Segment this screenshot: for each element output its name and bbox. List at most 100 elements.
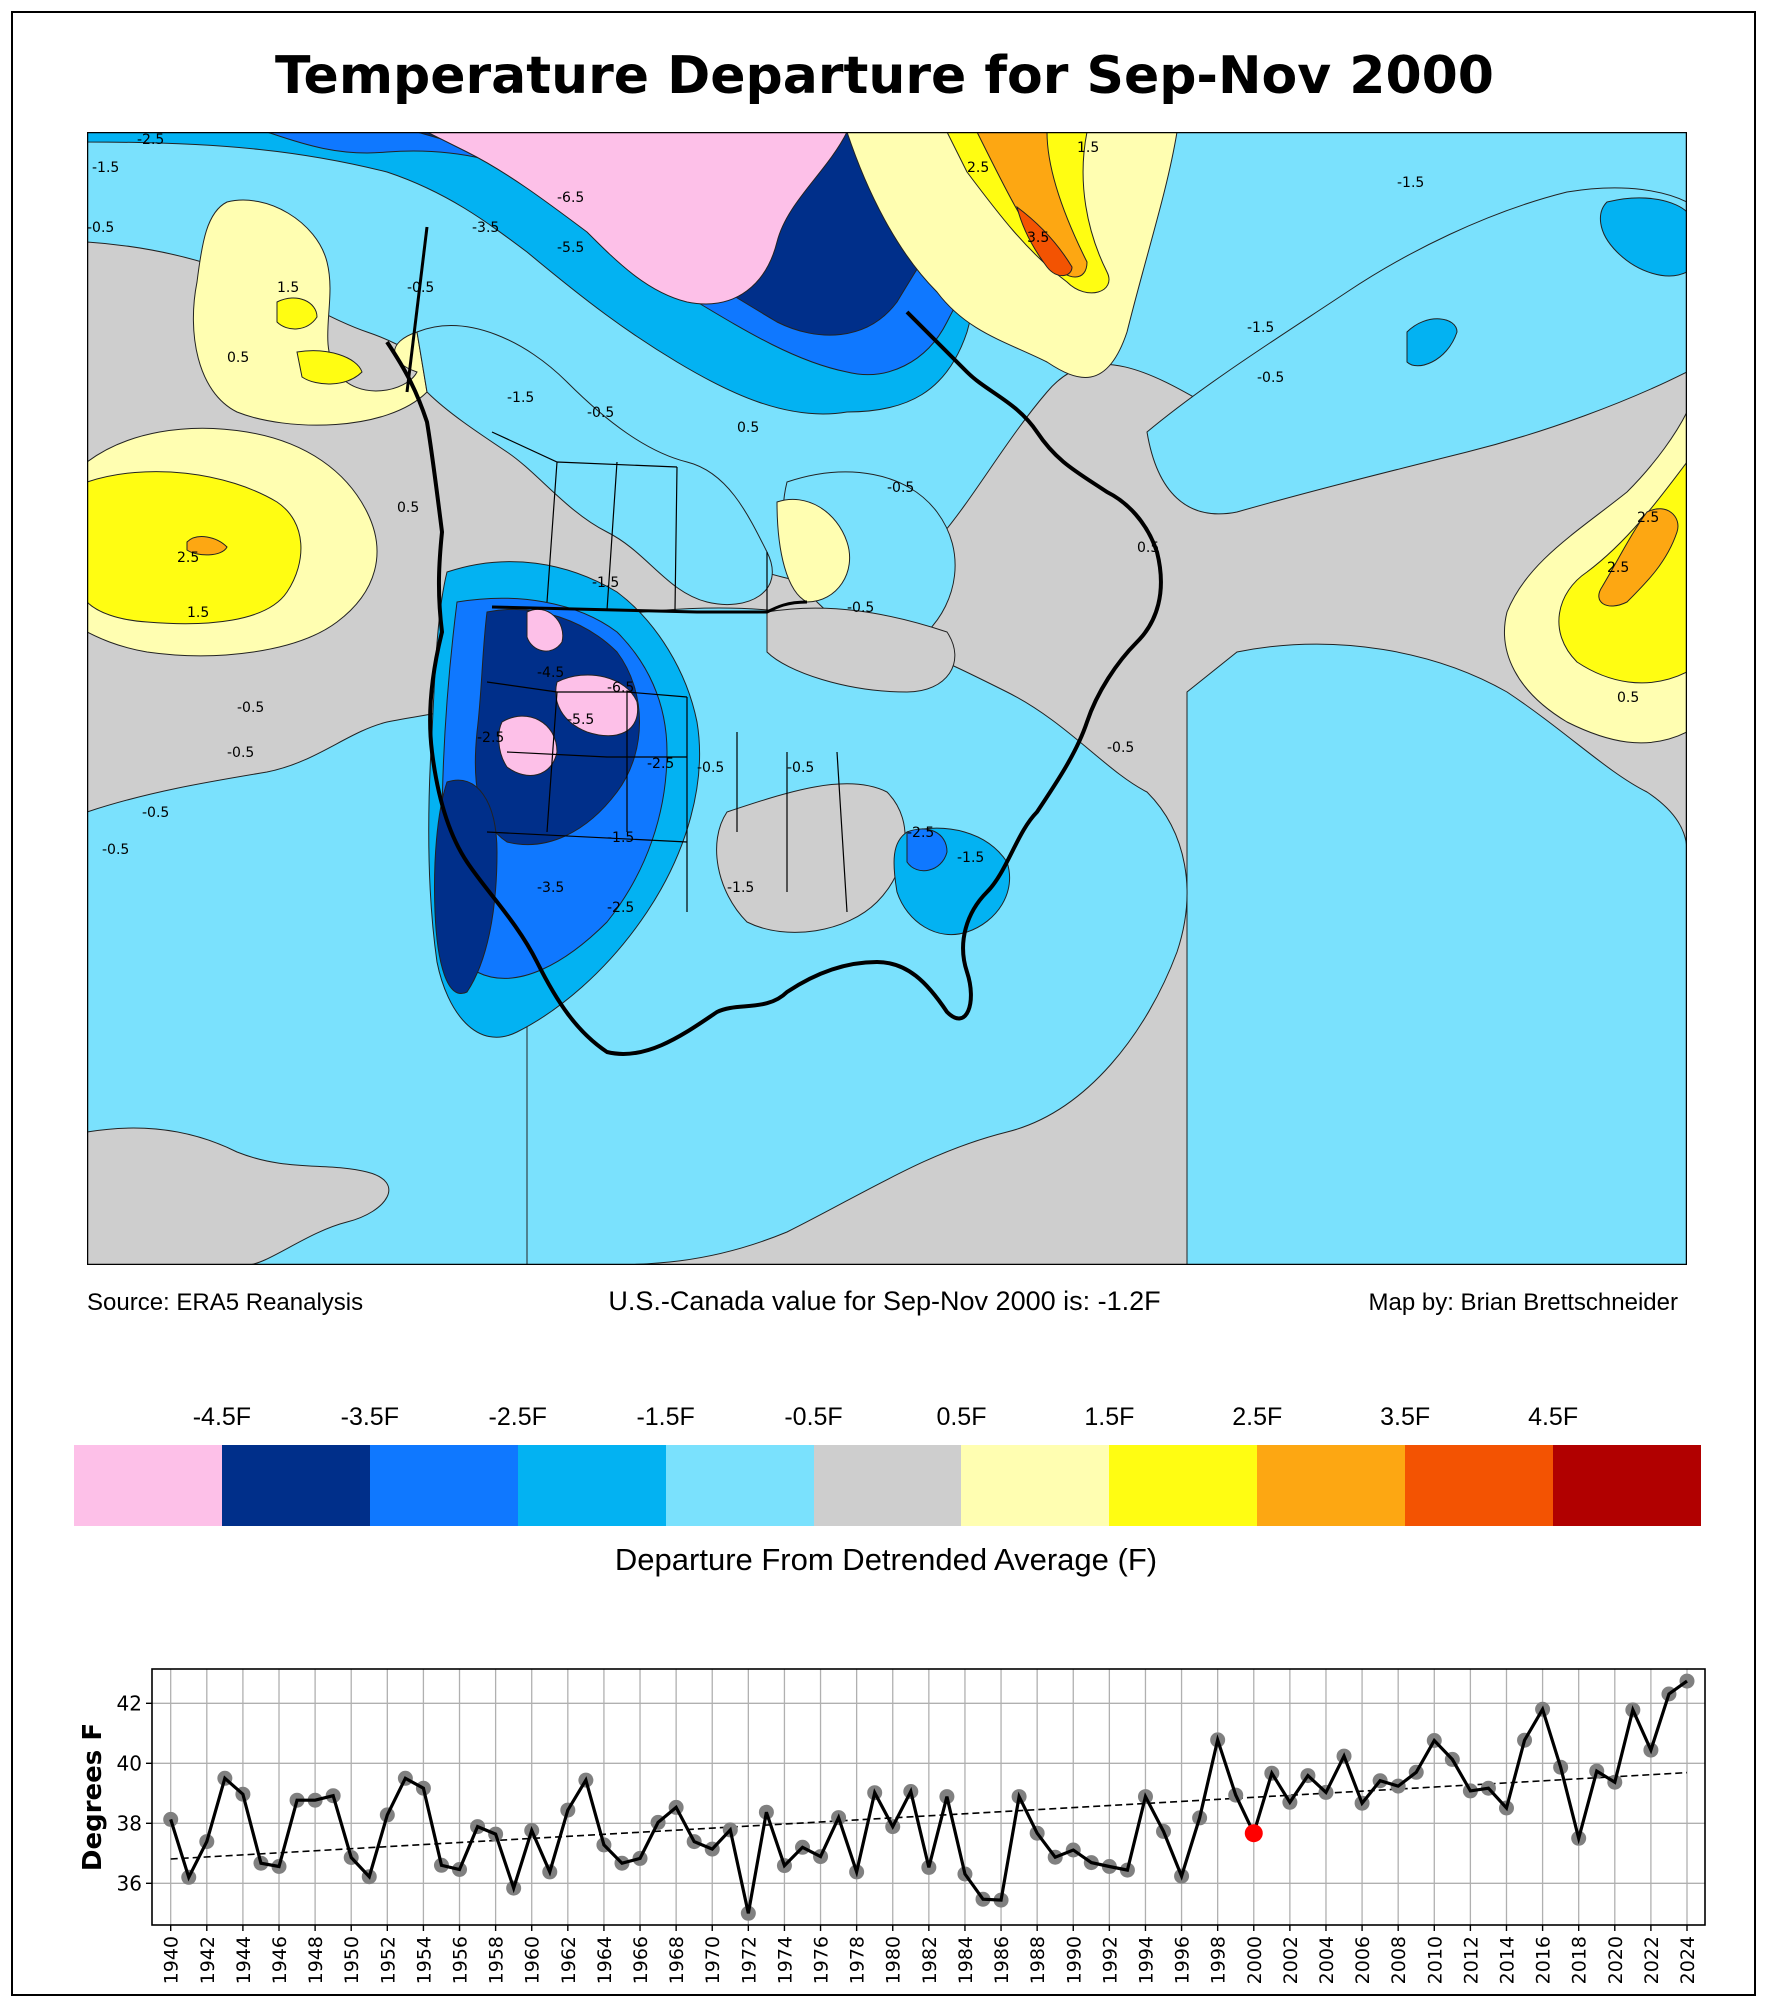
colorbar-tick-label: -0.5F <box>784 1403 843 1431</box>
contour-label: -3.5 <box>472 220 499 236</box>
contour-region-greenland-orange <box>976 132 1088 278</box>
contour-label: -0.5 <box>787 760 814 776</box>
contour-label: -0.5 <box>407 280 434 296</box>
contour-label: -3.5 <box>537 880 564 896</box>
contour-label: -0.5 <box>102 842 129 858</box>
contour-label: -2.5 <box>907 825 934 841</box>
contour-label: 2.5 <box>1607 560 1629 576</box>
map-frame <box>87 132 1687 1265</box>
colorbar-segment <box>813 1445 962 1526</box>
contour-label: -5.5 <box>557 240 584 256</box>
contour-labels: -2.5 -1.5 -0.5 1.5 -0.5 0.5 2.5 1.5 -0.5… <box>87 132 1659 916</box>
colorbar-segment <box>369 1445 518 1526</box>
contour-label: -1.5 <box>727 880 754 896</box>
contour-label: -1.5 <box>1397 175 1424 191</box>
colorbar-tick-label: 0.5F <box>936 1403 987 1431</box>
contour-region-atlantic-orange <box>1598 508 1679 607</box>
colorbar-segment <box>74 1445 222 1526</box>
contour-label: -0.5 <box>237 700 264 716</box>
colorbar-tick-label: 1.5F <box>1084 1403 1135 1431</box>
coastline-north-america <box>385 310 1163 1056</box>
contour-label: -0.5 <box>887 480 914 496</box>
border-alaska-canada <box>405 226 429 393</box>
colorbar-segment <box>517 1445 666 1526</box>
contour-label: -6.5 <box>607 680 634 696</box>
contour-label: -0.5 <box>1257 370 1284 386</box>
contour-region-us-navy-west <box>474 608 640 846</box>
contour-label: 0.5 <box>1137 540 1159 556</box>
contour-label: -1.5 <box>1247 320 1274 336</box>
contour-region-alaska-yellow-2 <box>296 350 363 385</box>
contour-region-us-gray-great-lakes <box>766 607 956 693</box>
contour-label: -0.5 <box>142 805 169 821</box>
colorbar-tick-label: 4.5F <box>1528 1403 1579 1431</box>
contour-label: 0.5 <box>227 350 249 366</box>
contour-label: -0.5 <box>1107 740 1134 756</box>
colorbar-segment <box>1553 1445 1701 1526</box>
contour-region-us-pink-1 <box>526 608 564 652</box>
colorbar-tick-label: 3.5F <box>1380 1403 1431 1431</box>
contour-region-atlantic-cyan-2 <box>1406 318 1458 367</box>
contour-label: -0.5 <box>847 600 874 616</box>
contour-region-us-pink-3 <box>498 715 558 776</box>
contour-label: 0.5 <box>737 420 759 436</box>
page-title: Temperature Departure for Sep-Nov 2000 <box>274 46 1494 106</box>
contour-region-greenland-paleyellow <box>846 132 1178 378</box>
contour-region-atlantic-mid-lightcyan <box>1186 643 1687 1265</box>
contour-label: -6.5 <box>557 190 584 206</box>
contour-label: 2.5 <box>1637 510 1659 526</box>
contour-region-arctic-pink <box>426 132 848 305</box>
contour-label: 2.5 <box>967 160 989 176</box>
colorbar-tick-label: -2.5F <box>488 1403 547 1431</box>
contour-label: -0.5 <box>697 760 724 776</box>
temperature-departure-map: -2.5 -1.5 -0.5 1.5 -0.5 0.5 2.5 1.5 -0.5… <box>87 132 1687 1265</box>
contour-region-pacific-orange <box>186 536 228 556</box>
contour-label: -1.5 <box>607 830 634 846</box>
contour-label: 0.5 <box>1617 690 1639 706</box>
contour-region-quebec-paleyellow <box>776 498 851 603</box>
colorbar-segment <box>221 1445 370 1526</box>
contour-region-pacific-gray-south <box>87 1127 390 1265</box>
contour-label: -1.5 <box>507 390 534 406</box>
colorbar-tick-label: -1.5F <box>636 1403 695 1431</box>
contour-region-greenland-red <box>1016 205 1073 277</box>
credit-text: Map by: Brian Brettschneider <box>1368 1289 1678 1316</box>
contour-label: -1.5 <box>92 160 119 176</box>
colorbar-tick-label: -4.5F <box>192 1403 252 1431</box>
contour-region-us-blue-southeast <box>906 828 948 872</box>
contour-region-us-pink-2 <box>555 674 639 737</box>
contour-label: -0.5 <box>87 220 114 236</box>
contour-label: -2.5 <box>477 730 504 746</box>
colorbar-segment <box>665 1445 814 1526</box>
contour-label: -2.5 <box>647 756 674 772</box>
contour-label: -1.5 <box>957 850 984 866</box>
colorbar <box>74 1445 1701 1526</box>
provincial-borders <box>486 431 848 913</box>
colorbar-tick-label: 2.5F <box>1232 1403 1283 1431</box>
summary-value-text: U.S.-Canada value for Sep-Nov 2000 is: -… <box>608 1286 1161 1316</box>
contour-label: 3.5 <box>1027 230 1049 246</box>
colorbar-segment <box>1109 1445 1258 1526</box>
colorbar-title: Departure From Detrended Average (F) <box>614 1542 1158 1577</box>
colorbar-tick-label: -3.5F <box>340 1403 399 1431</box>
contour-label: 0.5 <box>397 500 419 516</box>
colorbar-segment <box>1405 1445 1554 1526</box>
contour-region-us-gray-central <box>716 783 906 933</box>
contour-label: 1.5 <box>1077 140 1099 156</box>
figure-border <box>11 11 1756 1996</box>
contour-label: -5.5 <box>567 712 594 728</box>
contour-label: -2.5 <box>137 132 164 148</box>
contour-label: 2.5 <box>177 550 199 566</box>
contour-region-atlantic-cyan <box>1599 197 1687 277</box>
contour-label: -4.5 <box>537 665 564 681</box>
contour-label: -2.5 <box>607 900 634 916</box>
contour-label: -0.5 <box>587 405 614 421</box>
contour-label: 1.5 <box>277 280 299 296</box>
contour-label: -0.5 <box>227 745 254 761</box>
source-text: Source: ERA5 Reanalysis <box>87 1289 364 1316</box>
colorbar-segment <box>1257 1445 1406 1526</box>
contour-region-alaska-yellow <box>276 297 318 330</box>
colorbar-segment <box>961 1445 1110 1526</box>
contour-label: 1.5 <box>187 605 209 621</box>
contour-label: -1.5 <box>592 575 619 591</box>
